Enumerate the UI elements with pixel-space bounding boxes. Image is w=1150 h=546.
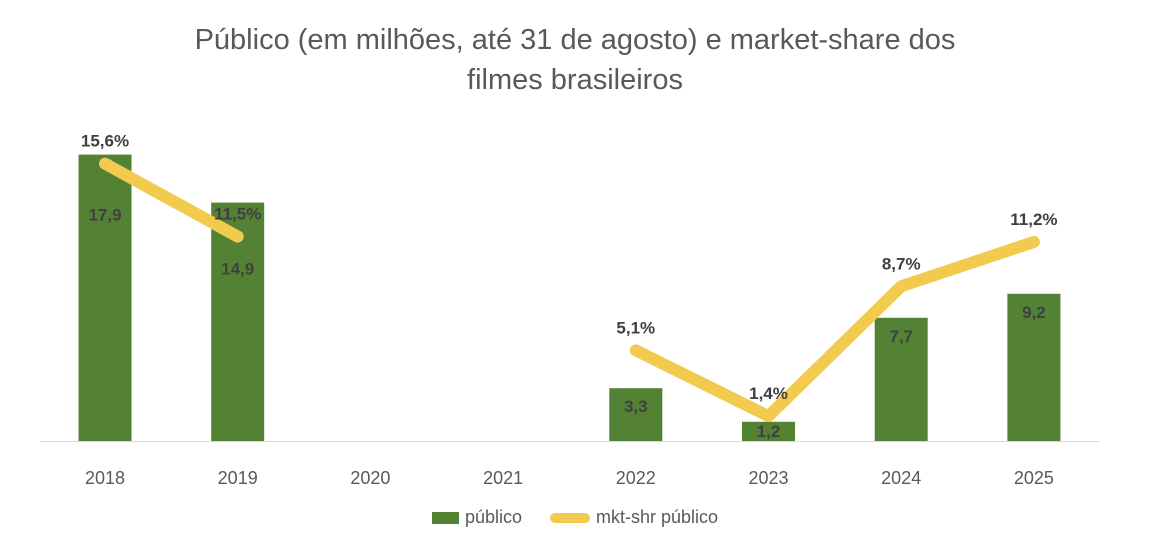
chart-title-line-2: filmes brasileiros <box>467 64 683 96</box>
chart-title: Público (em milhões, até 31 de agosto) e… <box>0 20 1150 100</box>
legend-swatch-line <box>550 512 590 523</box>
line-label-2025: 11,2% <box>1010 210 1057 229</box>
bar-2022 <box>609 388 663 441</box>
legend-item-publico: público <box>431 507 522 528</box>
line-segment-1 <box>99 157 244 243</box>
bar-2024 <box>874 317 928 441</box>
line-label-2019: 11,5% <box>214 205 261 224</box>
bar-label-2025: 9,2 <box>1022 303 1046 322</box>
bar-label-2019: 14,9 <box>221 260 254 279</box>
line-label-2024: 8,7% <box>882 254 921 273</box>
bar-label-2018: 17,9 <box>88 206 121 225</box>
x-tick-2024: 2024 <box>881 468 921 488</box>
bar-2018 <box>78 154 132 441</box>
x-tick-2023: 2023 <box>748 468 788 488</box>
bar-label-2023: 1,2 <box>757 422 781 441</box>
chart-title-line-1: Público (em milhões, até 31 de agosto) e… <box>194 24 956 56</box>
x-tick-2025: 2025 <box>1014 468 1054 488</box>
x-tick-2019: 2019 <box>218 468 258 488</box>
line-label-2022: 5,1% <box>616 318 655 337</box>
legend-label-mkt-shr: mkt-shr público <box>596 507 719 527</box>
line-label-2018: 15,6% <box>81 132 129 151</box>
bar-label-2022: 3,3 <box>624 397 648 416</box>
line-segment-2 <box>629 235 1040 423</box>
bar-2025 <box>1007 293 1061 441</box>
line-label-2023: 1,4% <box>749 384 788 403</box>
x-tick-2021: 2021 <box>483 468 523 488</box>
legend-label-publico: público <box>464 507 522 527</box>
bar-2023 <box>742 421 795 441</box>
x-tick-2022: 2022 <box>616 468 656 488</box>
bar-label-2024: 7,7 <box>889 327 913 346</box>
legend-swatch-bar <box>431 511 459 524</box>
legend: público mkt-shr público <box>0 507 1150 528</box>
legend-item-mkt-shr: mkt-shr público <box>550 507 718 528</box>
x-tick-2018: 2018 <box>85 468 125 488</box>
x-tick-2020: 2020 <box>350 468 390 488</box>
